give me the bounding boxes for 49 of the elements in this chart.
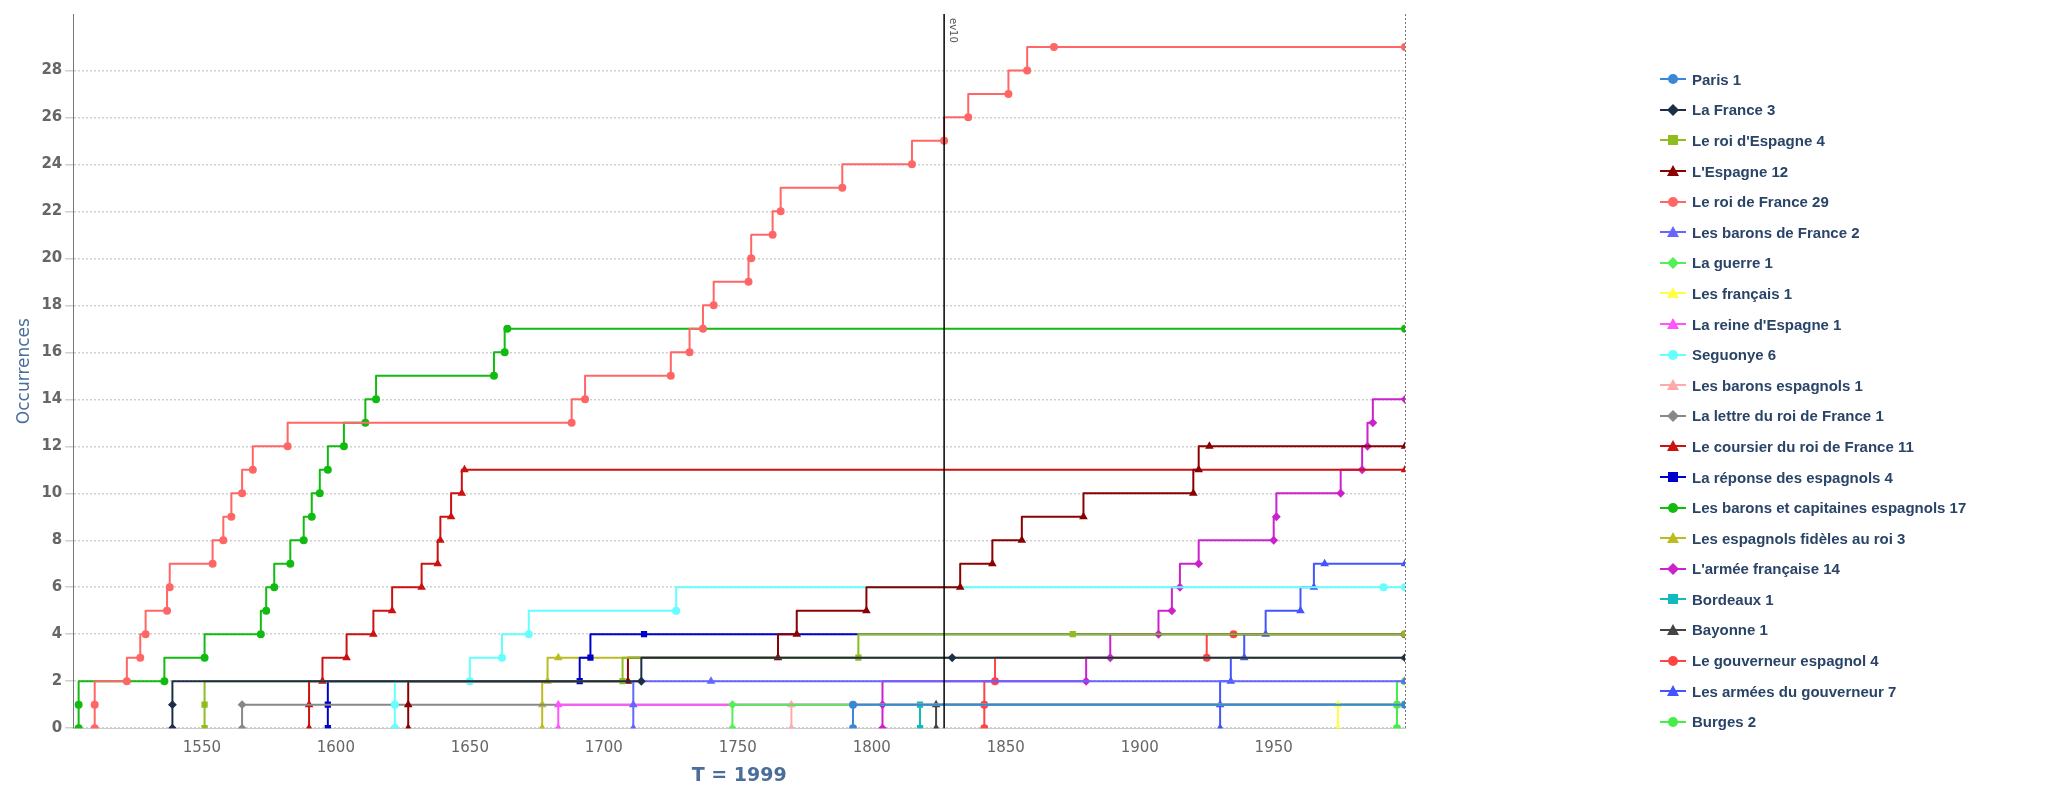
legend-label: Le gouverneur espagnol 4 — [1692, 652, 1879, 670]
x-tick-label: 1550 — [182, 738, 221, 757]
y-tick-label: 12 — [41, 436, 63, 455]
y-tick-label: 20 — [41, 248, 63, 267]
x-tick-label: 1750 — [718, 738, 757, 757]
legend-label: L'Espagne 12 — [1692, 162, 1789, 180]
legend-label: La France 3 — [1692, 101, 1776, 119]
y-tick-label: 2 — [51, 671, 63, 690]
y-tick-label: 18 — [41, 295, 63, 314]
x-tick-label: 1650 — [450, 738, 489, 757]
x-tick-label: 1850 — [986, 738, 1025, 757]
y-tick-label: 16 — [41, 342, 63, 361]
legend-label: La guerre 1 — [1692, 254, 1773, 272]
legend-label: Le coursier du roi de France 11 — [1692, 437, 1914, 455]
x-tick-label: 1600 — [316, 738, 355, 757]
y-tick-label: 26 — [41, 107, 63, 126]
y-tick-label: 8 — [51, 530, 63, 549]
legend-label: Les français 1 — [1692, 284, 1793, 302]
legend-label: L'armée française 14 — [1692, 560, 1840, 578]
legend-label: Le roi d'Espagne 4 — [1692, 131, 1825, 149]
legend-label: Paris 1 — [1692, 70, 1742, 88]
y-axis-title: Occurrences — [12, 317, 33, 425]
legend-label: La réponse des espagnols 4 — [1692, 468, 1893, 486]
y-tick-label: 22 — [41, 201, 63, 220]
y-tick-label: 6 — [51, 577, 63, 596]
legend-label: Burges 2 — [1692, 713, 1757, 731]
y-tick-label: 28 — [41, 60, 63, 79]
legend-label: Seguonye 6 — [1692, 346, 1777, 364]
legend-label: Les armées du gouverneur 7 — [1692, 682, 1897, 700]
legend-label: Les barons espagnols 1 — [1692, 376, 1863, 394]
x-tick-label: 1950 — [1254, 738, 1293, 757]
x-tick-label: 1900 — [1120, 738, 1159, 757]
legend-label: La reine d'Espagne 1 — [1692, 315, 1842, 333]
x-tick-label: 1700 — [584, 738, 623, 757]
y-tick-label: 10 — [41, 483, 63, 502]
y-tick-label: 4 — [51, 624, 63, 643]
y-tick-label: 24 — [41, 154, 63, 173]
x-tick-label: 1800 — [852, 738, 891, 757]
legend-label: Les barons de France 2 — [1692, 223, 1860, 241]
legend-label: Le roi de France 29 — [1692, 193, 1829, 211]
legend-label: La lettre du roi de France 1 — [1692, 407, 1884, 425]
x-axis-title: T = 1999 — [691, 762, 787, 785]
y-tick-label: 14 — [41, 389, 63, 408]
ref-line-label: ev10 — [947, 18, 959, 43]
legend-label: Bayonne 1 — [1692, 621, 1768, 639]
legend-label: Les espagnols fidèles au roi 3 — [1692, 529, 1906, 547]
legend-label: Les barons et capitaines espagnols 17 — [1692, 499, 1967, 517]
legend-label: Bordeaux 1 — [1692, 590, 1774, 608]
y-tick-label: 0 — [51, 718, 63, 737]
